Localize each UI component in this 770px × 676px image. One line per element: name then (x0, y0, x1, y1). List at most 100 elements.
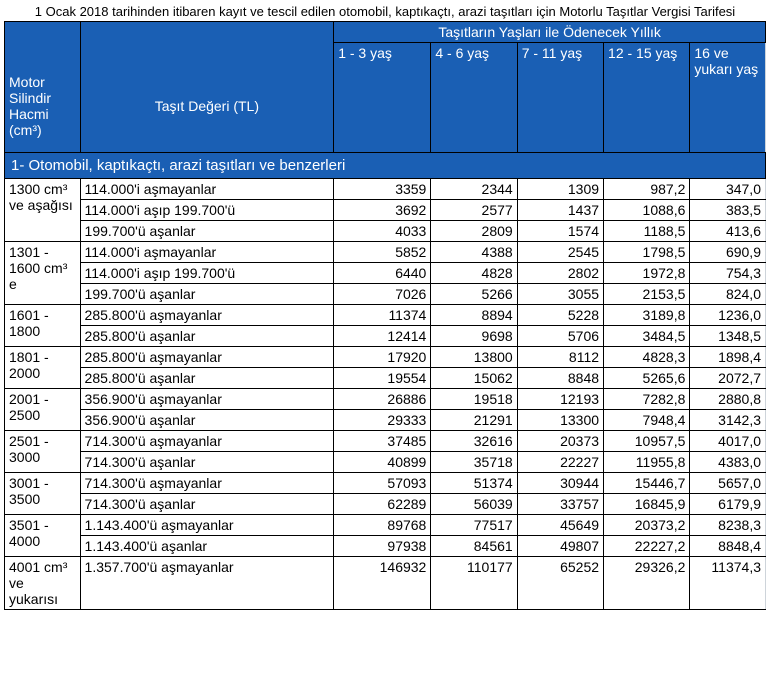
amount-cell: 26886 (334, 389, 431, 410)
value-desc-cell: 714.300'ü aşmayanlar (80, 473, 334, 494)
value-desc-cell: 714.300'ü aşmayanlar (80, 431, 334, 452)
amount-cell: 11374 (334, 305, 431, 326)
engine-cell: 1301 - 1600 cm³ e (5, 242, 81, 305)
amount-cell: 1309 (517, 179, 603, 200)
table-row: 714.300'ü aşanlar40899357182222711955,84… (5, 452, 766, 473)
header-engine: Motor Silindir Hacmi (cm³) (5, 22, 81, 153)
amount-cell: 4828,3 (604, 347, 690, 368)
amount-cell: 37485 (334, 431, 431, 452)
amount-cell: 32616 (431, 431, 517, 452)
table-row: 1.143.400'ü aşanlar97938845614980722227,… (5, 536, 766, 557)
amount-cell: 22227 (517, 452, 603, 473)
amount-cell: 5706 (517, 326, 603, 347)
table-row: 1300 cm³ ve aşağısı114.000'i aşmayanlar3… (5, 179, 766, 200)
amount-cell: 1348,5 (690, 326, 766, 347)
engine-cell: 1801 - 2000 (5, 347, 81, 389)
value-desc-cell: 285.800'ü aşanlar (80, 326, 334, 347)
amount-cell: 20373,2 (604, 515, 690, 536)
header-age-2: 7 - 11 yaş (517, 43, 603, 153)
value-desc-cell: 199.700'ü aşanlar (80, 221, 334, 242)
value-desc-cell: 114.000'i aşıp 199.700'ü (80, 200, 334, 221)
amount-cell: 1088,6 (604, 200, 690, 221)
amount-cell: 4383,0 (690, 452, 766, 473)
header-age-group: Taşıtların Yaşları ile Ödenecek Yıllık (334, 22, 766, 43)
amount-cell: 51374 (431, 473, 517, 494)
value-desc-cell: 1.143.400'ü aşmayanlar (80, 515, 334, 536)
table-row: 2001 - 2500356.900'ü aşmayanlar268861951… (5, 389, 766, 410)
amount-cell: 40899 (334, 452, 431, 473)
amount-cell: 1188,5 (604, 221, 690, 242)
amount-cell: 89768 (334, 515, 431, 536)
amount-cell: 19554 (334, 368, 431, 389)
amount-cell: 8848,4 (690, 536, 766, 557)
amount-cell: 4388 (431, 242, 517, 263)
header-age-1: 4 - 6 yaş (431, 43, 517, 153)
amount-cell: 12193 (517, 389, 603, 410)
amount-cell: 13300 (517, 410, 603, 431)
amount-cell: 35718 (431, 452, 517, 473)
header-value: Taşıt Değeri (TL) (80, 22, 334, 153)
amount-cell: 8238,3 (690, 515, 766, 536)
amount-cell: 84561 (431, 536, 517, 557)
value-desc-cell: 356.900'ü aşmayanlar (80, 389, 334, 410)
amount-cell: 383,5 (690, 200, 766, 221)
amount-cell: 19518 (431, 389, 517, 410)
amount-cell: 7282,8 (604, 389, 690, 410)
amount-cell: 2072,7 (690, 368, 766, 389)
amount-cell: 65252 (517, 557, 603, 610)
amount-cell: 16845,9 (604, 494, 690, 515)
table-row: 199.700'ü aşanlar4033280915741188,5413,6 (5, 221, 766, 242)
amount-cell: 987,2 (604, 179, 690, 200)
amount-cell: 413,6 (690, 221, 766, 242)
amount-cell: 2344 (431, 179, 517, 200)
table-row: 285.800'ü aşanlar12414969857063484,51348… (5, 326, 766, 347)
amount-cell: 10957,5 (604, 431, 690, 452)
amount-cell: 3359 (334, 179, 431, 200)
table-row: 2501 - 3000714.300'ü aşmayanlar374853261… (5, 431, 766, 452)
amount-cell: 8848 (517, 368, 603, 389)
amount-cell: 57093 (334, 473, 431, 494)
amount-cell: 15062 (431, 368, 517, 389)
amount-cell: 29333 (334, 410, 431, 431)
engine-cell: 3501 - 4000 (5, 515, 81, 557)
amount-cell: 5266 (431, 284, 517, 305)
amount-cell: 2880,8 (690, 389, 766, 410)
amount-cell: 2809 (431, 221, 517, 242)
engine-cell: 2501 - 3000 (5, 431, 81, 473)
amount-cell: 30944 (517, 473, 603, 494)
page-title: 1 Ocak 2018 tarihinden itibaren kayıt ve… (4, 4, 766, 19)
value-desc-cell: 1.357.700'ü aşmayanlar (80, 557, 334, 610)
amount-cell: 7026 (334, 284, 431, 305)
amount-cell: 12414 (334, 326, 431, 347)
value-desc-cell: 714.300'ü aşanlar (80, 452, 334, 473)
value-desc-cell: 356.900'ü aşanlar (80, 410, 334, 431)
amount-cell: 1574 (517, 221, 603, 242)
amount-cell: 56039 (431, 494, 517, 515)
table-row: 1301 - 1600 cm³ e114.000'i aşmayanlar585… (5, 242, 766, 263)
amount-cell: 9698 (431, 326, 517, 347)
amount-cell: 8112 (517, 347, 603, 368)
amount-cell: 754,3 (690, 263, 766, 284)
value-desc-cell: 114.000'i aşıp 199.700'ü (80, 263, 334, 284)
value-desc-cell: 114.000'i aşmayanlar (80, 179, 334, 200)
amount-cell: 2577 (431, 200, 517, 221)
amount-cell: 45649 (517, 515, 603, 536)
header-age-0: 1 - 3 yaş (334, 43, 431, 153)
amount-cell: 8894 (431, 305, 517, 326)
amount-cell: 5657,0 (690, 473, 766, 494)
amount-cell: 49807 (517, 536, 603, 557)
engine-cell: 3001 - 3500 (5, 473, 81, 515)
amount-cell: 4033 (334, 221, 431, 242)
amount-cell: 146932 (334, 557, 431, 610)
amount-cell: 4017,0 (690, 431, 766, 452)
amount-cell: 1437 (517, 200, 603, 221)
amount-cell: 17920 (334, 347, 431, 368)
value-desc-cell: 1.143.400'ü aşanlar (80, 536, 334, 557)
value-desc-cell: 285.800'ü aşmayanlar (80, 305, 334, 326)
amount-cell: 21291 (431, 410, 517, 431)
amount-cell: 11955,8 (604, 452, 690, 473)
amount-cell: 20373 (517, 431, 603, 452)
amount-cell: 33757 (517, 494, 603, 515)
tax-table: Motor Silindir Hacmi (cm³) Taşıt Değeri … (4, 21, 766, 610)
table-header: Motor Silindir Hacmi (cm³) Taşıt Değeri … (5, 22, 766, 153)
